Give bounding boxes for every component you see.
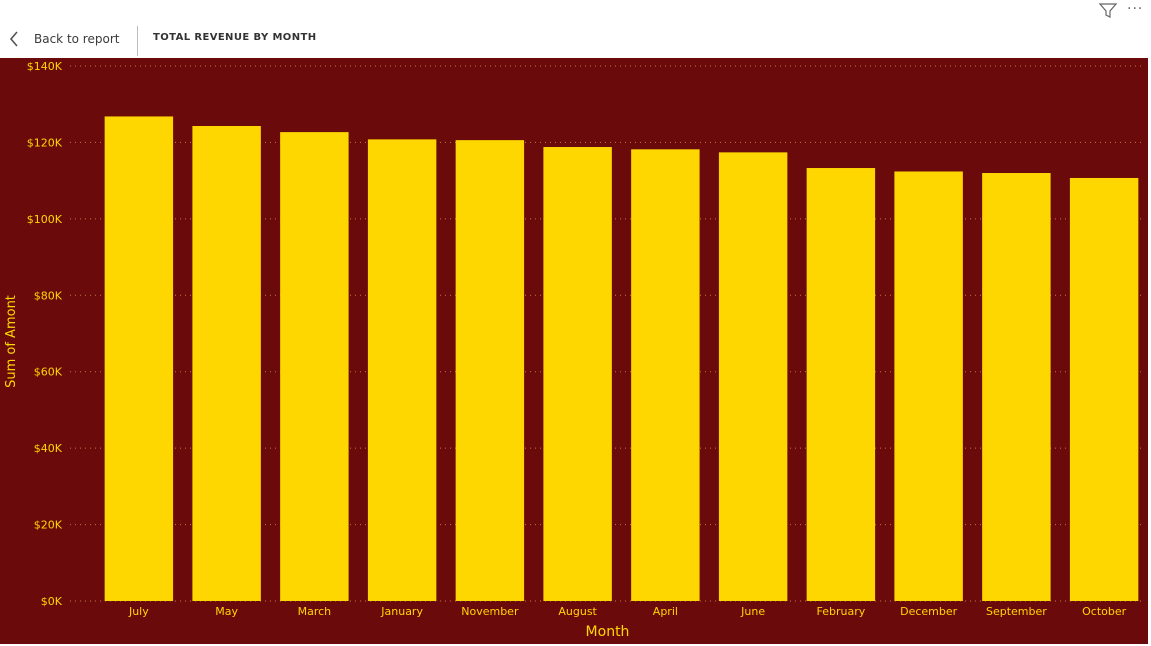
bar	[367, 139, 437, 601]
x-tick-label: June	[740, 605, 765, 618]
more-options-icon[interactable]: ···	[1127, 1, 1144, 17]
bar	[982, 173, 1051, 601]
header-divider	[137, 26, 138, 56]
y-axis-title: Sum of Amont	[4, 295, 19, 388]
chart-area: $0K $20K $40K $60K $80K $100K $120K $140K July Ma…	[0, 58, 1148, 644]
x-tick-label: May	[215, 605, 238, 618]
bar	[192, 125, 261, 601]
x-tick-label: January	[380, 605, 423, 618]
x-tick-label: November	[461, 605, 519, 618]
bar	[543, 147, 612, 601]
bar	[280, 132, 349, 601]
bar	[104, 116, 174, 601]
bar	[718, 152, 788, 601]
visual-title: TOTAL REVENUE BY MONTH	[153, 32, 317, 43]
x-axis-title: Month	[586, 624, 630, 640]
x-tick-label: December	[900, 605, 958, 618]
chevron-left-icon	[8, 30, 20, 48]
y-tick-label: $140K	[27, 60, 63, 73]
bar	[894, 171, 963, 601]
y-tick-label: $60K	[34, 366, 63, 379]
y-tick-label: $120K	[27, 136, 63, 149]
y-tick-label: $40K	[34, 442, 63, 455]
back-to-report-label: Back to report	[34, 32, 120, 46]
x-tick-label: July	[128, 605, 149, 618]
right-edge	[1148, 58, 1151, 646]
x-tick-label: February	[817, 605, 866, 618]
x-tick-label: April	[653, 605, 678, 618]
x-tick-label: September	[986, 605, 1047, 618]
bar	[806, 168, 876, 601]
filter-icon[interactable]	[1098, 3, 1118, 23]
bar	[1069, 177, 1139, 601]
bar	[631, 149, 700, 602]
bar-chart: $0K $20K $40K $60K $80K $100K $120K $140K July Ma…	[4, 60, 1145, 640]
y-tick-label: $0K	[41, 595, 63, 608]
y-tick-label: $80K	[34, 289, 63, 302]
x-tick-label: March	[298, 605, 332, 618]
x-tick-label: October	[1082, 605, 1126, 618]
visual-header: Back to report TOTAL REVENUE BY MONTH ··…	[0, 0, 1151, 58]
y-tick-label: $100K	[27, 213, 63, 226]
back-to-report-button[interactable]: Back to report	[8, 24, 119, 54]
bar	[455, 140, 525, 601]
x-tick-label: August	[558, 605, 597, 618]
y-tick-label: $20K	[34, 519, 63, 532]
